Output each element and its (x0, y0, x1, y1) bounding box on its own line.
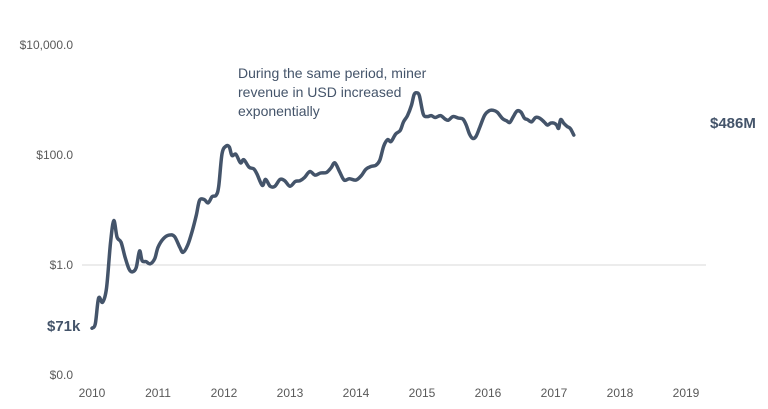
y-tick-label: $1.0 (50, 258, 74, 272)
x-tick-label: 2016 (475, 386, 502, 400)
y-tick-label: $0.0 (50, 368, 74, 382)
annotation-line: During the same period, miner (238, 65, 427, 81)
x-tick-label: 2011 (145, 386, 171, 400)
y-tick-label: $100.0 (36, 148, 73, 162)
start-value-label: $71k (47, 318, 81, 335)
y-axis-ticks: $0.0 $1.0 $100.0 $10,000.0 (20, 38, 74, 382)
y-tick-label: $10,000.0 (20, 38, 74, 52)
annotation: During the same period, miner revenue in … (238, 65, 427, 119)
x-tick-label: 2015 (409, 386, 436, 400)
series-line (90, 91, 576, 330)
x-tick-label: 2018 (607, 386, 634, 400)
x-tick-label: 2012 (211, 386, 238, 400)
x-tick-label: 2019 (673, 386, 700, 400)
x-tick-label: 2014 (343, 386, 370, 400)
x-axis-ticks: 2010 2011 2012 2013 2014 2015 2016 2017 2018 2019 (79, 386, 700, 400)
x-tick-label: 2010 (79, 386, 106, 400)
annotation-line: revenue in USD increased (238, 84, 401, 100)
annotation-line: exponentially (238, 103, 320, 119)
end-value-label: $486M (710, 115, 756, 132)
x-tick-label: 2013 (277, 386, 304, 400)
x-tick-label: 2017 (541, 386, 568, 400)
series-layer (90, 91, 576, 330)
